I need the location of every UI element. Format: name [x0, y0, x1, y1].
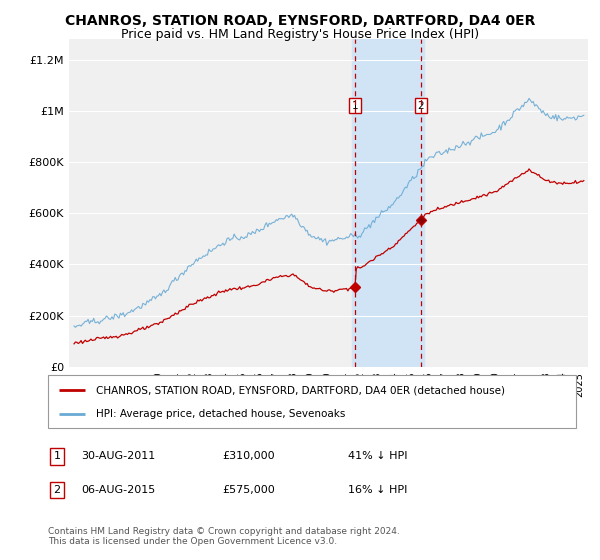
Text: 41% ↓ HPI: 41% ↓ HPI [348, 451, 407, 461]
Bar [352, 39, 424, 367]
Text: 30-AUG-2011: 30-AUG-2011 [81, 451, 155, 461]
Text: CHANROS, STATION ROAD, EYNSFORD, DARTFORD, DA4 0ER: CHANROS, STATION ROAD, EYNSFORD, DARTFOR… [65, 14, 535, 28]
Text: Contains HM Land Registry data © Crown copyright and database right 2024.
This d: Contains HM Land Registry data © Crown c… [48, 526, 400, 546]
Text: 06-AUG-2015: 06-AUG-2015 [81, 485, 155, 495]
Text: 16% ↓ HPI: 16% ↓ HPI [348, 485, 407, 495]
Text: £575,000: £575,000 [222, 485, 275, 495]
Text: £310,000: £310,000 [222, 451, 275, 461]
Text: 2: 2 [418, 101, 424, 111]
FancyBboxPatch shape [48, 375, 576, 428]
Text: 1: 1 [352, 101, 358, 111]
Text: HPI: Average price, detached house, Sevenoaks: HPI: Average price, detached house, Seve… [95, 408, 345, 418]
Text: Price paid vs. HM Land Registry's House Price Index (HPI): Price paid vs. HM Land Registry's House … [121, 28, 479, 41]
Text: 1: 1 [53, 451, 61, 461]
Text: 2: 2 [53, 485, 61, 495]
Text: CHANROS, STATION ROAD, EYNSFORD, DARTFORD, DA4 0ER (detached house): CHANROS, STATION ROAD, EYNSFORD, DARTFOR… [95, 385, 505, 395]
